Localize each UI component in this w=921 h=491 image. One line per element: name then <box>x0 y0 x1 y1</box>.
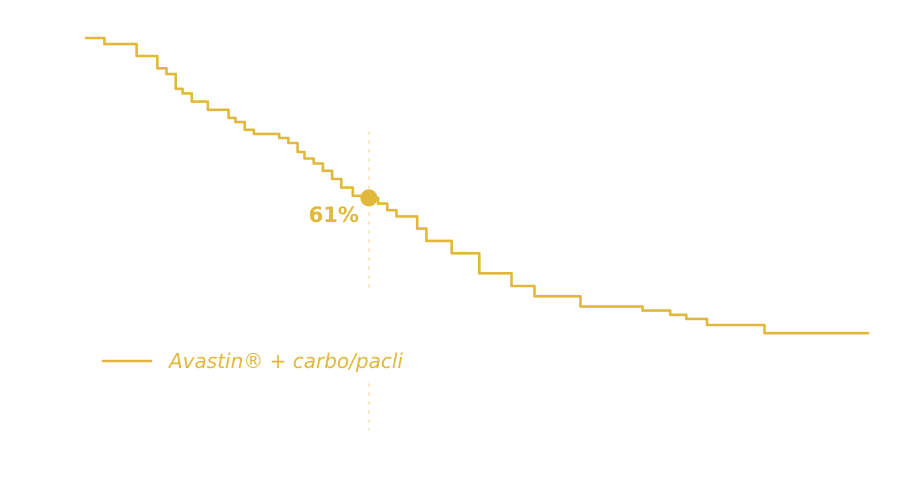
legend: Avastin® + carbo/pacli <box>101 349 403 373</box>
annotation-marker <box>360 189 378 207</box>
legend-label: Avastin® + carbo/pacli <box>167 349 403 373</box>
annotation-layer: 61% <box>309 189 378 227</box>
annotation-label: 61% <box>309 203 359 227</box>
series-line-0 <box>84 36 870 335</box>
series-layer <box>84 36 870 335</box>
